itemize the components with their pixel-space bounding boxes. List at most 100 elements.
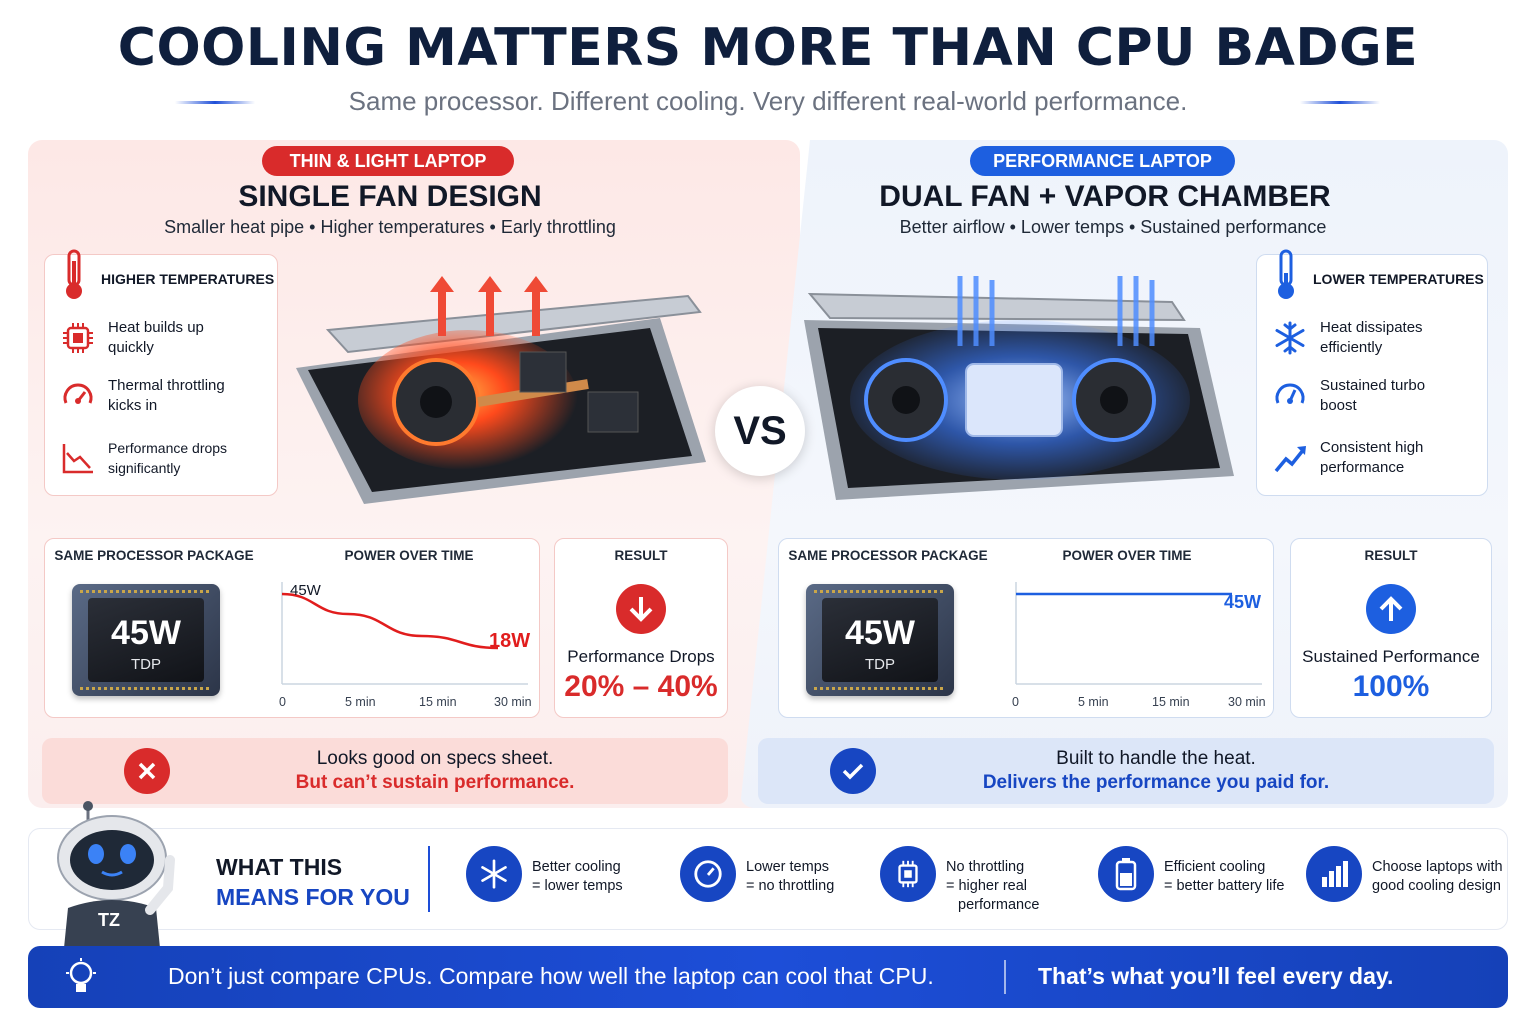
cpu-hot-icon xyxy=(60,320,96,356)
mascot-label: TZ xyxy=(98,910,120,930)
means-item-line: = better battery life xyxy=(1164,878,1285,894)
feature-text: Heat builds up quickly xyxy=(108,319,204,356)
page-title: COOLING MATTERS MORE THAN CPU BADGE xyxy=(117,18,1419,78)
feature-text: Consistent high performance xyxy=(1320,439,1424,476)
robot-mascot: TZ xyxy=(50,800,190,953)
means-item-line: Efficient cooling xyxy=(1164,859,1266,875)
gauge-icon xyxy=(1272,378,1308,414)
feature-text: Performance drops significantly xyxy=(108,440,228,476)
result-text: Sustained Performance xyxy=(1302,647,1480,666)
verdict-line-2: But can’t sustain performance. xyxy=(295,772,575,793)
means-item-line: No throttling xyxy=(946,859,1025,875)
means-title: WHAT THIS MEANS FOR YOU xyxy=(216,852,410,912)
means-item-throttling: No throttling = higher real performance xyxy=(880,846,1039,915)
means-item-choose: Choose laptops with good cooling design xyxy=(1306,846,1503,902)
feature-text: Heat dissipates efficiently xyxy=(1320,319,1423,356)
means-title-line-2: MEANS FOR YOU xyxy=(216,884,410,910)
verdict-line-2: Delivers the performance you paid for. xyxy=(982,772,1330,793)
result-value: 20% – 40% xyxy=(564,670,718,703)
end-power-label: 18W xyxy=(489,630,531,652)
power-line-series xyxy=(281,592,499,650)
chip-watts: 45W xyxy=(845,614,915,652)
verdict-line-1: Built to handle the heat. xyxy=(1056,748,1256,769)
lower-temps-title: LOWER TEMPERATURES xyxy=(1313,271,1484,287)
check-mark-icon xyxy=(830,748,876,794)
means-item-temps: Lower temps = no throttling xyxy=(680,846,834,902)
result-label: RESULT xyxy=(1364,548,1418,563)
lightbulb-icon xyxy=(64,958,98,1003)
footer-highlight: That’s what you’ll feel every day. xyxy=(1038,963,1394,989)
battery-icon xyxy=(1098,846,1154,902)
thin-light-badge: THIN & LIGHT LAPTOP xyxy=(262,146,514,176)
means-item-battery: Efficient cooling = better battery life xyxy=(1098,846,1285,902)
chart-down-icon xyxy=(60,440,96,476)
cool-airflow-lines-icon xyxy=(950,276,1170,361)
performance-badge: PERFORMANCE LAPTOP xyxy=(970,146,1235,176)
cpu-chip-icon: 45W TDP xyxy=(806,584,954,696)
feature-row-consistent: Consistent high performance xyxy=(1272,438,1460,478)
end-power-label: 45W xyxy=(1224,592,1262,612)
x-tick: 30 min xyxy=(494,695,532,709)
x-mark-icon xyxy=(124,748,170,794)
dual-fan-laptop-illustration xyxy=(800,272,1240,517)
right-heading: DUAL FAN + VAPOR CHAMBER xyxy=(879,180,1331,213)
x-tick: 0 xyxy=(1012,695,1019,709)
chip-tdp: TDP xyxy=(131,656,161,673)
means-item-cooling: Better cooling = lower temps xyxy=(466,846,623,902)
vs-badge: VS xyxy=(715,386,805,476)
left-heading: SINGLE FAN DESIGN xyxy=(238,180,542,213)
chip-watts: 45W xyxy=(111,614,181,652)
arrow-down-icon xyxy=(616,584,666,634)
means-item-line: good cooling design xyxy=(1372,878,1501,894)
heat-rising-arrows-icon xyxy=(428,276,554,341)
feature-text: Sustained turbo boost xyxy=(1320,377,1426,414)
means-title-line-1: WHAT THIS xyxy=(216,854,343,880)
result-text: Performance Drops xyxy=(567,647,715,666)
start-power-label: 45W xyxy=(290,582,321,599)
feature-row-dissipate: Heat dissipates efficiently xyxy=(1272,318,1460,358)
cpu-chip-icon: 45W TDP xyxy=(72,584,220,696)
x-tick: 0 xyxy=(279,695,286,709)
x-tick: 5 min xyxy=(345,695,376,709)
feature-row-turbo: Sustained turbo boost xyxy=(1272,376,1460,416)
x-tick: 30 min xyxy=(1228,695,1266,709)
feature-text: Thermal throttling kicks in xyxy=(108,377,225,414)
power-label: POWER OVER TIME xyxy=(344,548,474,563)
means-item-line: Better cooling xyxy=(532,859,621,875)
feature-row-perf-drop: Performance drops significantly xyxy=(60,438,248,478)
right-tagline: Better airflow • Lower temps • Sustained… xyxy=(899,217,1327,237)
arrow-up-icon xyxy=(1366,584,1416,634)
subtitle-divider-left xyxy=(175,101,255,104)
package-label: SAME PROCESSOR PACKAGE xyxy=(54,548,254,563)
result-value: 100% xyxy=(1352,670,1430,703)
right-verdict-banner: Built to handle the heat. Delivers the p… xyxy=(758,738,1494,804)
means-item-line: = lower temps xyxy=(532,878,623,894)
subtitle-divider-right xyxy=(1300,101,1380,104)
footer-banner: Don’t just compare CPUs. Compare how wel… xyxy=(28,946,1508,1008)
snowflake-icon xyxy=(466,846,522,902)
package-label: SAME PROCESSOR PACKAGE xyxy=(788,548,988,563)
page-subtitle: Same processor. Different cooling. Very … xyxy=(348,86,1188,116)
result-label: RESULT xyxy=(614,548,668,563)
higher-temps-card: HIGHER TEMPERATURES xyxy=(44,249,278,496)
lower-temps-card: LOWER TEMPERATURES xyxy=(1256,249,1488,496)
bar-chart-icon xyxy=(1306,846,1362,902)
means-item-line: = higher real xyxy=(946,878,1028,894)
right-power-graph xyxy=(1000,572,1270,692)
power-label: POWER OVER TIME xyxy=(1062,548,1192,563)
chip-tdp: TDP xyxy=(865,656,895,673)
means-item-line: = no throttling xyxy=(746,878,835,894)
feature-row-throttle: Thermal throttling kicks in xyxy=(60,376,248,416)
left-verdict-banner: Looks good on specs sheet. But can’t sus… xyxy=(42,738,728,804)
verdict-line-1: Looks good on specs sheet. xyxy=(316,748,554,769)
left-tagline: Smaller heat pipe • Higher temperatures … xyxy=(164,217,616,237)
chart-up-icon xyxy=(1272,440,1308,476)
snowflake-icon xyxy=(1272,320,1308,356)
footer-separator xyxy=(1004,960,1006,994)
what-this-means-section xyxy=(28,828,1508,930)
x-tick: 5 min xyxy=(1078,695,1109,709)
means-item-line: Lower temps xyxy=(746,859,830,875)
thermometer-cool-icon xyxy=(1271,247,1301,308)
feature-row-heat: Heat builds up quickly xyxy=(60,318,248,358)
means-divider xyxy=(428,846,430,912)
